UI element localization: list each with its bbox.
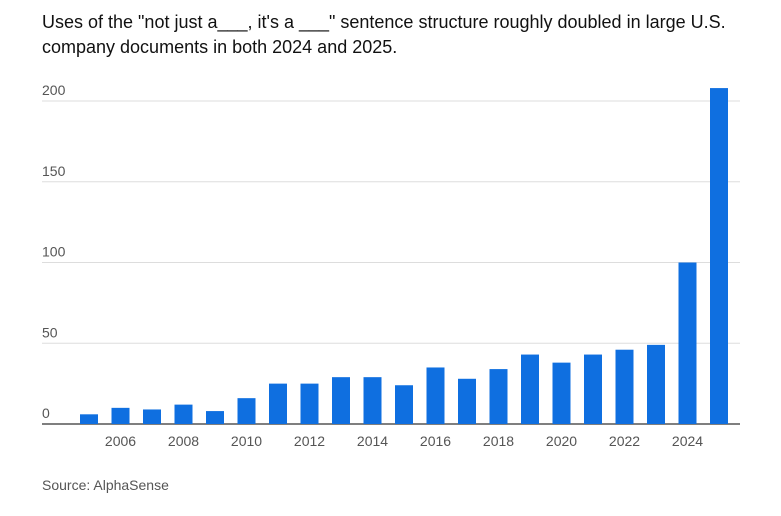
x-tick-label: 2010: [231, 433, 262, 449]
bar: [584, 354, 602, 424]
gridlines: [42, 100, 740, 425]
bar: [332, 377, 350, 424]
x-tick-label: 2008: [168, 433, 199, 449]
bar: [521, 354, 539, 424]
y-tick-label: 0: [42, 405, 50, 421]
bars: [80, 88, 728, 424]
bar: [80, 414, 98, 424]
x-tick-label: 2014: [357, 433, 388, 449]
bar: [489, 369, 508, 424]
y-tick-label: 50: [42, 324, 58, 340]
bar: [458, 378, 476, 424]
bar: [111, 407, 130, 424]
bar: [269, 383, 287, 424]
chart-title: Uses of the "not just a___, it's a ___" …: [42, 12, 726, 57]
y-axis-ticks: 0 50 100 150 200: [42, 82, 66, 421]
bar: [237, 398, 256, 424]
bar: [143, 409, 161, 424]
x-tick-label: 2020: [546, 433, 577, 449]
bar: [300, 383, 319, 424]
bar: [395, 385, 413, 424]
x-tick-label: 2018: [483, 433, 514, 449]
bar: [615, 349, 634, 424]
x-tick-label: 2006: [105, 433, 136, 449]
bar: [710, 88, 728, 424]
source-note: Source: AlphaSense: [42, 477, 169, 493]
bar: [174, 404, 193, 424]
bar: [678, 262, 697, 424]
x-axis-ticks: 2006 2008 2010 2012 2014 2016 2018 2020 2022 2024: [105, 433, 703, 449]
x-tick-label: 2022: [609, 433, 640, 449]
x-tick-label: 2016: [420, 433, 451, 449]
y-tick-label: 150: [42, 163, 66, 179]
bar: [206, 411, 224, 424]
y-tick-label: 100: [42, 244, 66, 260]
bar: [363, 377, 382, 424]
bar: [647, 344, 665, 424]
bar: [426, 367, 445, 424]
bar: [552, 362, 571, 424]
x-tick-label: 2012: [294, 433, 325, 449]
x-tick-label: 2024: [672, 433, 703, 449]
y-tick-label: 200: [42, 82, 66, 98]
